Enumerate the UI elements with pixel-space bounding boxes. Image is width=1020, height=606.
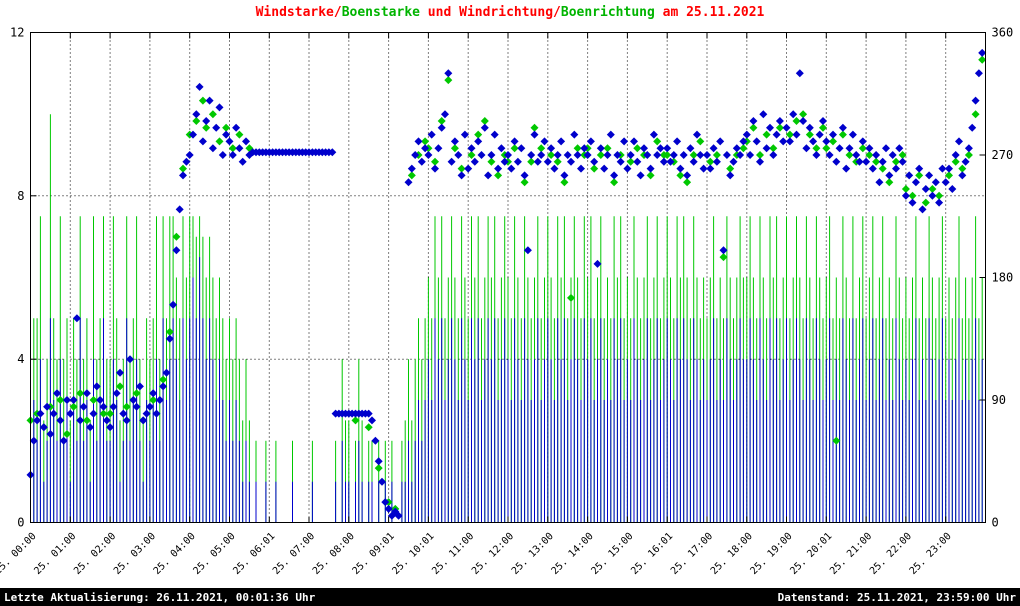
x-axis-tick-label: 25. 05:00 xyxy=(192,531,238,577)
windrichtung-series xyxy=(26,48,987,520)
right-axis-tick-label: 270 xyxy=(992,148,1014,162)
title-segment: Boenstarke xyxy=(341,5,420,20)
left-axis-tick-label: 12 xyxy=(10,26,24,40)
left-axis-tick-label: 4 xyxy=(17,352,24,366)
x-axis-tick-label: 25. 23:00 xyxy=(908,531,954,577)
title-segment: und Windrichtung/ xyxy=(419,5,561,20)
right-axis-tick-label: 90 xyxy=(992,393,1006,407)
x-axis-tick-label: 25. 13:00 xyxy=(510,531,556,577)
title-segment: Windstarke/ xyxy=(255,5,342,20)
status-bar: Letzte Aktualisierung: 26.11.2021, 00:01… xyxy=(0,588,1020,606)
x-axis-tick-label: 25. 20:01 xyxy=(788,531,834,577)
x-axis-tick-label: 25. 09:01 xyxy=(351,531,397,577)
right-axis-tick-label: 360 xyxy=(992,26,1014,40)
left-axis-tick-label: 8 xyxy=(17,189,24,203)
x-axis-tick-label: 25. 22:00 xyxy=(868,531,914,577)
x-axis-tick-label: 25. 11:00 xyxy=(430,531,476,577)
title-segment: am 25.11.2021 xyxy=(654,5,765,20)
x-axis-tick-label: 25. 19:00 xyxy=(749,531,795,577)
left-axis-tick-label: 0 xyxy=(17,516,24,530)
last-update-text: Letzte Aktualisierung: 26.11.2021, 00:01… xyxy=(4,591,316,604)
x-axis-tick-label: 25. 10:01 xyxy=(390,531,436,577)
axis-ticks xyxy=(30,32,986,523)
windstarke-series xyxy=(30,257,983,523)
right-axis-tick-label: 0 xyxy=(992,516,999,530)
x-axis-tick-label: 25. 14:00 xyxy=(550,531,596,577)
x-axis-tick-label: 25. 07:00 xyxy=(271,531,317,577)
x-axis-tick-label: 25. 16:01 xyxy=(629,531,675,577)
x-axis-tick-label: 25. 12:00 xyxy=(470,531,516,577)
x-axis-tick-label: 25. 21:00 xyxy=(828,531,874,577)
boenrichtung-series xyxy=(26,55,987,513)
data-timestamp-text: Datenstand: 25.11.2021, 23:59:00 Uhr xyxy=(777,591,1016,604)
x-axis-tick-label: 25. 04:00 xyxy=(152,531,198,577)
chart-title: Windstarke/Boenstarke und Windrichtung/B… xyxy=(0,5,1020,20)
x-axis-tick-label: 25. 08:00 xyxy=(311,531,357,577)
title-segment: Boenrichtung xyxy=(560,5,655,20)
x-axis-tick-label: 25. 17:00 xyxy=(669,531,715,577)
x-axis-tick-label: 25. 15:00 xyxy=(589,531,635,577)
x-axis-tick-label: 25. 02:00 xyxy=(72,531,118,577)
right-axis-tick-label: 180 xyxy=(992,271,1014,285)
x-axis-tick-label: 25. 01:00 xyxy=(32,531,78,577)
x-axis-tick-label: 25. 03:00 xyxy=(112,531,158,577)
